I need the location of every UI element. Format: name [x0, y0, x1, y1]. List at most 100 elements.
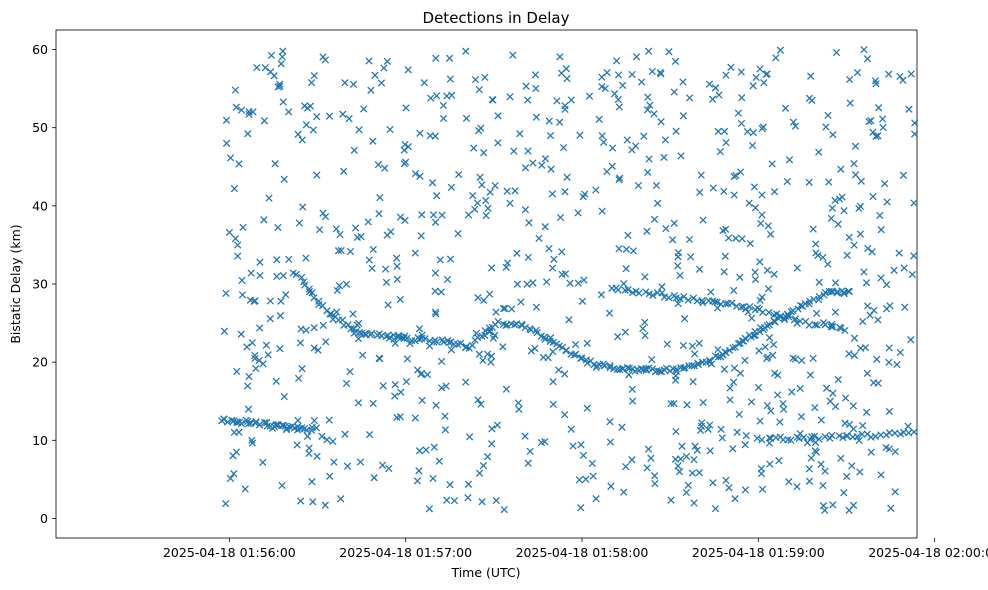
detection-point [726, 384, 734, 392]
detection-point [625, 371, 633, 379]
detection-point [277, 297, 285, 305]
detection-point [244, 420, 253, 428]
detection-point [272, 420, 281, 429]
detection-point [769, 351, 777, 359]
detection-point [751, 268, 759, 276]
detection-point [845, 75, 854, 84]
detection-point [755, 347, 763, 355]
detection-point [828, 204, 837, 212]
y-tick-label: 60 [32, 42, 48, 57]
detection-point [736, 168, 745, 176]
detection-point [464, 480, 473, 488]
detection-point [837, 454, 845, 463]
detection-point [749, 82, 757, 90]
detection-point [770, 188, 779, 196]
x-tick-label: 2025-04-18 02:00:00 [868, 545, 988, 560]
detection-point [255, 324, 264, 332]
detection-point [307, 426, 316, 435]
detection-point [674, 462, 682, 470]
detection-point [607, 482, 615, 490]
detection-point [326, 472, 334, 480]
detection-point [482, 211, 490, 220]
detection-point [763, 70, 771, 78]
detection-point [396, 213, 405, 221]
detection-point [518, 321, 526, 330]
detection-point [245, 372, 253, 381]
detection-point [666, 367, 674, 375]
detection-point [806, 297, 814, 305]
detection-point [646, 101, 654, 109]
detection-point [828, 431, 836, 440]
detection-point [583, 339, 591, 347]
detection-point [243, 382, 252, 390]
detection-point [231, 86, 240, 94]
detection-point [851, 171, 860, 179]
detection-point [647, 454, 655, 462]
detection-point [776, 418, 784, 426]
detection-point [548, 264, 557, 272]
detection-point [577, 504, 585, 512]
detection-point [815, 278, 823, 286]
detection-point [732, 234, 740, 242]
detection-point [831, 279, 840, 287]
detection-point [542, 278, 551, 286]
detection-point [827, 287, 836, 296]
detection-point [608, 162, 616, 170]
detection-point [637, 78, 646, 86]
detection-point [443, 275, 452, 284]
detection-point [337, 246, 345, 255]
detection-point [681, 363, 689, 372]
detection-point [600, 138, 608, 146]
detection-point [879, 123, 887, 132]
detection-point [620, 488, 628, 496]
detection-point [868, 248, 876, 256]
detection-point [722, 348, 730, 357]
detection-point [479, 356, 487, 365]
detection-point [910, 252, 918, 260]
detection-point [278, 481, 286, 490]
detection-point [721, 225, 730, 234]
detection-point [325, 416, 333, 424]
detection-point [379, 382, 387, 390]
detection-point [432, 310, 440, 318]
detection-point [367, 86, 375, 94]
detection-point [910, 199, 918, 207]
detection-point [500, 505, 508, 514]
detection-point [473, 199, 482, 207]
detection-point [387, 228, 395, 236]
detection-point [456, 339, 465, 347]
detection-point [678, 442, 686, 450]
detection-point [342, 379, 351, 388]
detection-point [758, 211, 766, 219]
detection-point [837, 165, 845, 173]
detection-point [413, 477, 422, 485]
detection-point [885, 445, 893, 453]
detection-point [513, 280, 522, 288]
detection-point [297, 497, 305, 505]
detection-point [313, 112, 321, 121]
detection-point [549, 378, 557, 386]
detection-point [752, 73, 760, 82]
detection-point [502, 385, 511, 393]
detection-point [869, 192, 877, 201]
detection-point [237, 419, 246, 428]
detection-point [853, 432, 861, 441]
detection-point [296, 339, 305, 347]
detection-point [828, 323, 837, 331]
detection-point [910, 130, 919, 138]
detection-point [720, 365, 729, 373]
detection-point [815, 148, 823, 156]
detection-point [583, 404, 591, 412]
detection-point [672, 427, 680, 436]
detection-point [354, 399, 363, 407]
detection-point [404, 143, 412, 151]
detection-point [474, 396, 482, 404]
detection-point [297, 325, 305, 333]
detection-point [524, 147, 532, 155]
detection-point [705, 356, 714, 364]
detection-point [535, 234, 543, 243]
detection-point [345, 115, 353, 123]
detection-point [541, 155, 550, 163]
detection-point [402, 377, 411, 386]
